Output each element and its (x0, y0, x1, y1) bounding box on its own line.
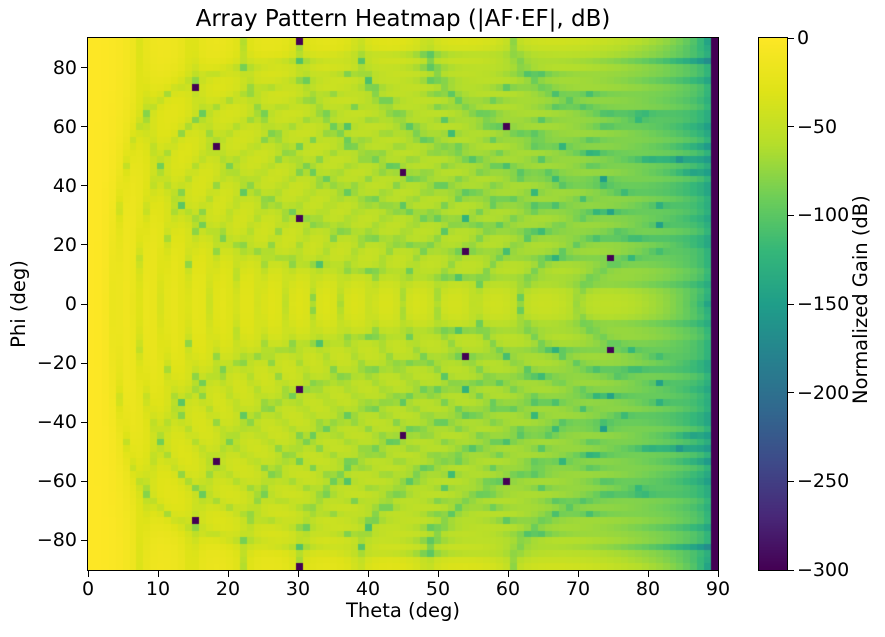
y-tick-mark (81, 244, 87, 246)
y-tick-label: −60 (36, 470, 77, 493)
x-tick-label: 10 (145, 578, 171, 600)
colorbar-tick-mark (788, 303, 794, 305)
y-tick-mark (81, 421, 87, 423)
colorbar-tick-label: −300 (797, 559, 850, 581)
x-tick-label: 50 (425, 578, 451, 600)
colorbar-tick-mark (788, 37, 794, 39)
y-tick-label: 20 (52, 233, 77, 256)
y-tick-mark (81, 67, 87, 69)
y-tick-label: −80 (36, 529, 77, 552)
x-tick-label: 70 (565, 578, 591, 600)
y-tick-label: −20 (36, 352, 77, 375)
plot-area (87, 37, 719, 571)
colorbar-tick-mark (788, 214, 794, 216)
y-tick-mark (81, 185, 87, 187)
x-tick-label: 30 (285, 578, 311, 600)
x-axis-label: Theta (deg) (345, 599, 461, 622)
x-tick-label: 40 (355, 578, 381, 600)
x-tick-mark (717, 571, 719, 577)
colorbar-tick-mark (788, 480, 794, 482)
x-tick-mark (157, 571, 159, 577)
x-tick-mark (297, 571, 299, 577)
x-tick-label: 90 (705, 578, 731, 600)
colorbar-tick-label: 0 (797, 27, 810, 49)
y-tick-label: 80 (52, 56, 77, 79)
x-tick-mark (577, 571, 579, 577)
x-tick-mark (227, 571, 229, 577)
y-tick-label: 60 (52, 115, 77, 138)
colorbar-tick-label: −150 (797, 293, 850, 315)
colorbar-tick-mark (788, 569, 794, 571)
colorbar-tick-label: −200 (797, 381, 850, 404)
y-tick-label: 0 (64, 293, 77, 315)
y-tick-label: −40 (36, 411, 77, 434)
colorbar-tick-label: −100 (797, 204, 850, 227)
colorbar-tick-mark (788, 392, 794, 394)
y-tick-mark (81, 539, 87, 541)
x-tick-mark (647, 571, 649, 577)
x-tick-label: 20 (215, 578, 241, 600)
y-tick-mark (81, 362, 87, 364)
colorbar-tick-label: −50 (797, 115, 838, 138)
x-tick-label: 60 (495, 578, 521, 600)
x-tick-label: 80 (635, 578, 661, 600)
x-tick-mark (367, 571, 369, 577)
x-tick-mark (507, 571, 509, 577)
x-tick-mark (437, 571, 439, 577)
heatmap-canvas (88, 38, 718, 570)
y-tick-mark (81, 126, 87, 128)
x-tick-label: 0 (81, 578, 95, 600)
x-tick-mark (87, 571, 89, 577)
colorbar (758, 37, 788, 571)
chart-title: Array Pattern Heatmap (|AF·EF|, dB) (195, 6, 611, 32)
y-tick-mark (81, 303, 87, 305)
y-tick-label: 40 (52, 174, 77, 197)
colorbar-tick-label: −250 (797, 470, 850, 493)
colorbar-tick-mark (788, 126, 794, 128)
y-tick-mark (81, 480, 87, 482)
colorbar-canvas (759, 38, 787, 570)
